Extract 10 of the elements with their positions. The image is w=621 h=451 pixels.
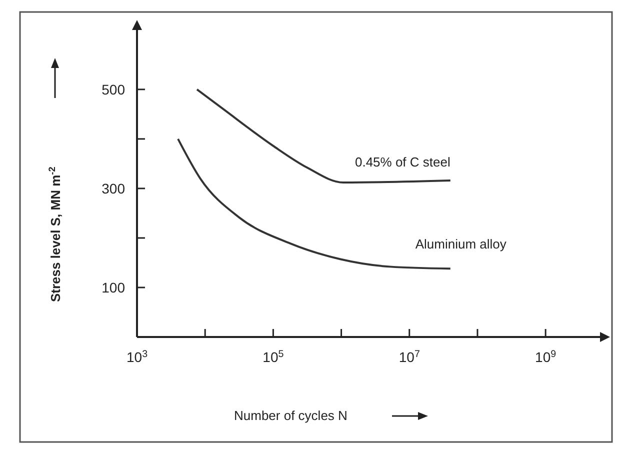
x-tick-label: 10$^{5}$ [262,348,284,365]
y-tick-label: 100 [102,279,126,296]
x-tick-label: 10$^{7}$ [398,348,420,365]
y-tick-label: 500 [102,81,126,98]
series-label: 0.45% of C steel [354,154,450,170]
y-tick-label: 300 [102,180,126,196]
x-tick-label: 10$^{3}$ [126,348,148,365]
x-tick-label: 10$^{9}$ [535,348,556,365]
x-axis-title: Number of cycles N [234,408,348,423]
series-label: Aluminium alloy [415,236,507,252]
